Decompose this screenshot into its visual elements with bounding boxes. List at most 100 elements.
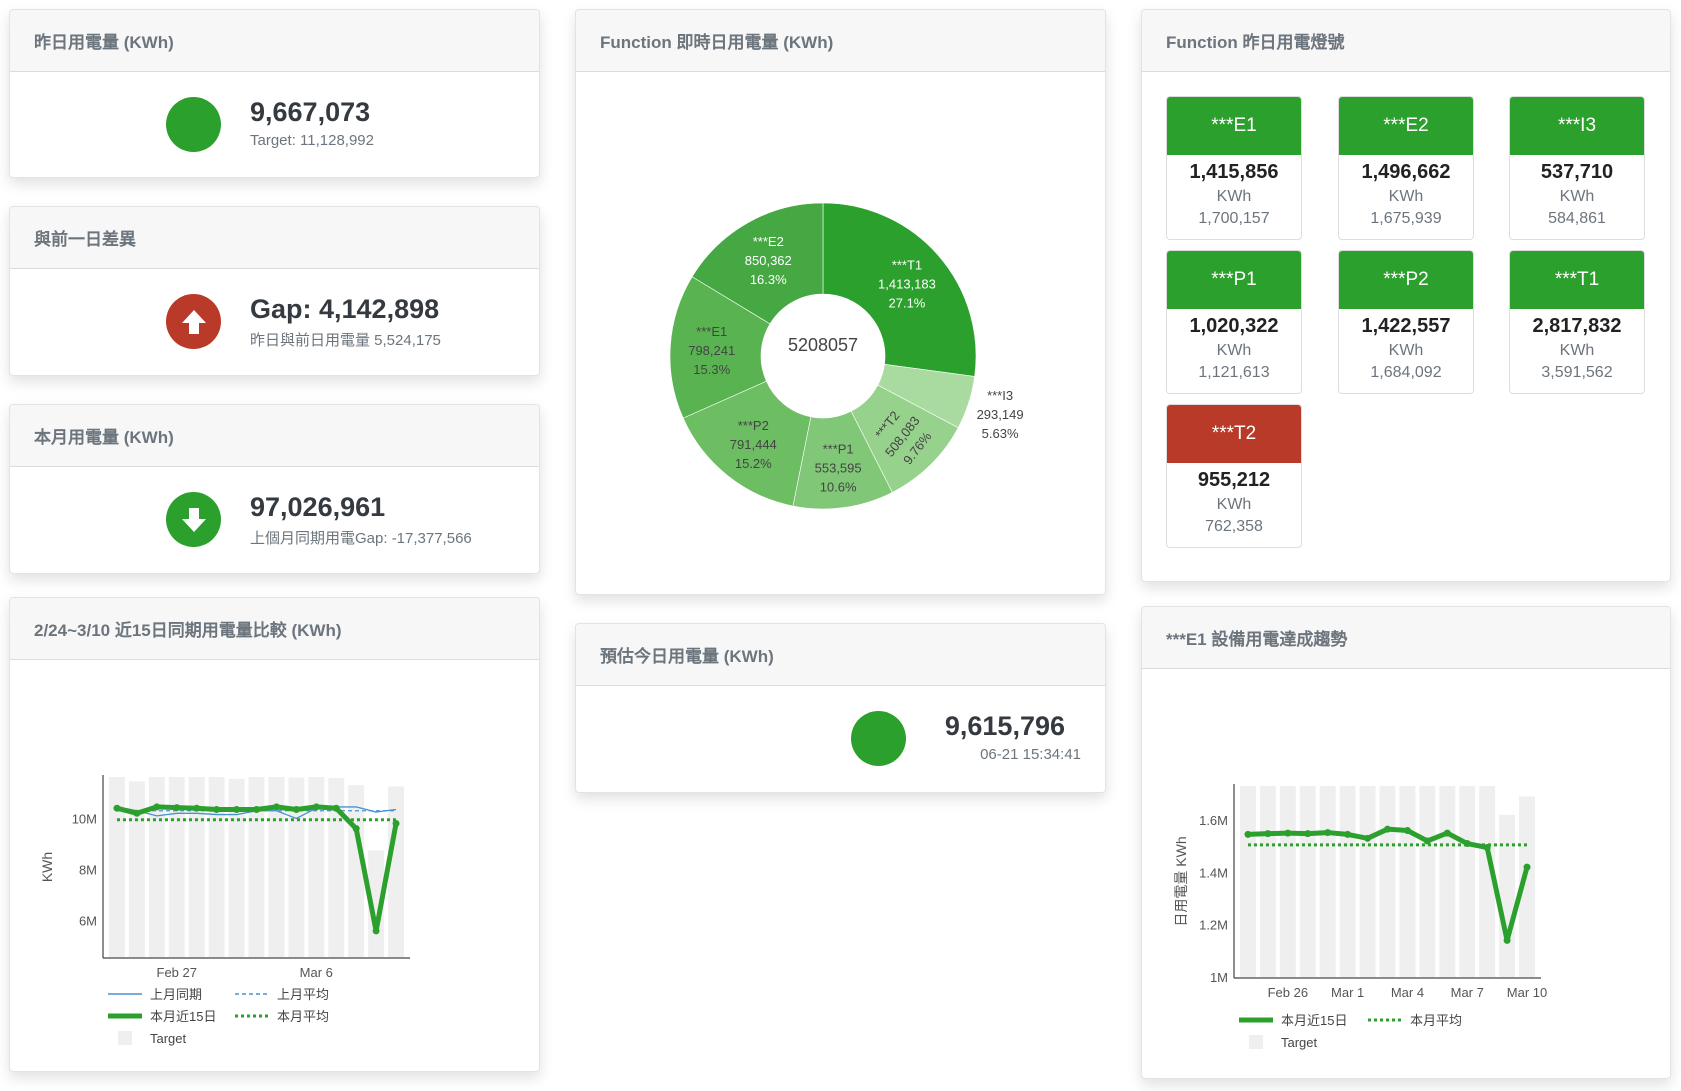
data-point[interactable] xyxy=(1244,830,1252,838)
tile-value: 1,020,322 xyxy=(1189,315,1279,337)
target-bar xyxy=(1339,786,1356,977)
data-point[interactable] xyxy=(1443,829,1451,837)
arrow-up-icon xyxy=(166,294,221,349)
donut-chart: ***T1 1,413,183 27.1% ***I3 293,149 5.63% ***T… xyxy=(669,202,1024,510)
target-bar xyxy=(1240,786,1256,977)
arrow-down-icon xyxy=(166,492,221,547)
data-point[interactable] xyxy=(1423,837,1431,845)
target-bar xyxy=(1459,786,1476,977)
data-point[interactable] xyxy=(1284,829,1292,837)
data-point[interactable] xyxy=(1523,863,1531,871)
x-tick-label: Mar 1 xyxy=(1331,985,1364,1000)
tile-target: 1,675,939 xyxy=(1370,210,1442,227)
data-point[interactable] xyxy=(1324,829,1332,837)
tile-name: ***T1 xyxy=(1510,251,1644,309)
data-point[interactable] xyxy=(173,804,181,812)
tile-value: 1,422,557 xyxy=(1361,315,1451,337)
target-bar xyxy=(1519,796,1535,977)
tile-name: ***T2 xyxy=(1167,405,1301,463)
legend-item[interactable]: 本月近15日 xyxy=(1239,1013,1347,1028)
data-point[interactable] xyxy=(153,803,161,811)
donut-slice-label: ***I3 293,149 5.63% xyxy=(977,388,1024,441)
target-bar xyxy=(1299,786,1316,977)
target-bar xyxy=(1439,786,1456,977)
y-tick-label: 1.6M xyxy=(1199,813,1228,828)
target-bar xyxy=(268,777,285,957)
tile-value: 537,710 xyxy=(1540,161,1614,183)
card-title: 昨日用電量 (KWh) xyxy=(10,10,539,72)
donut-label-text: 850,362 xyxy=(745,253,792,268)
data-point[interactable] xyxy=(213,805,221,813)
tile-target: 762,358 xyxy=(1205,518,1263,535)
tile-target: 584,861 xyxy=(1548,210,1606,227)
legend-item[interactable]: 本月平均 xyxy=(1368,1013,1462,1028)
legend-item[interactable]: 本月平均 xyxy=(235,1009,329,1024)
donut-label-text: ***P1 xyxy=(823,441,854,456)
card-title: Function 昨日用電燈號 xyxy=(1142,10,1670,72)
donut-label-text: 27.1% xyxy=(889,296,926,311)
x-tick-label: Feb 27 xyxy=(157,965,197,980)
data-point[interactable] xyxy=(133,809,141,817)
donut-label-text: ***I3 xyxy=(987,388,1013,403)
comparison-chart-card: 2/24~3/10 近15日同期用電量比較 (KWh) 6M 8M 10M Feb 2… xyxy=(9,597,540,1072)
data-point[interactable] xyxy=(1403,826,1411,834)
data-point[interactable] xyxy=(1304,830,1312,838)
estimate-value: 9,615,796 xyxy=(944,711,1065,741)
data-point[interactable] xyxy=(332,804,340,812)
data-point[interactable] xyxy=(1344,830,1352,838)
y-axis-title: 日用電量 KWh xyxy=(1173,836,1189,926)
donut-label-text: ***T1 xyxy=(892,258,922,273)
light-tile: ***T1 2,817,832 KWh 3,591,562 xyxy=(1509,250,1645,394)
legend-item[interactable]: 上月平均 xyxy=(235,987,329,1002)
tile-unit: KWh xyxy=(1559,342,1595,359)
data-point[interactable] xyxy=(392,820,400,828)
donut-hole xyxy=(761,294,885,418)
donut-label-text: 791,444 xyxy=(730,437,777,452)
legend-label: Target xyxy=(1281,1035,1318,1050)
x-tick-label: Feb 26 xyxy=(1268,985,1308,1000)
data-point[interactable] xyxy=(253,805,260,813)
legend-item[interactable]: Target xyxy=(118,1031,187,1046)
day-gap-card: 與前一日差異 Gap: 4,142,898 昨日與前日用電量 5,524,175 xyxy=(9,206,540,376)
data-point[interactable] xyxy=(193,804,201,812)
card-title: 與前一日差異 xyxy=(10,207,539,269)
tile-unit: KWh xyxy=(1388,188,1424,205)
data-point[interactable] xyxy=(1364,834,1372,842)
data-point[interactable] xyxy=(272,803,280,811)
data-point[interactable] xyxy=(312,803,320,811)
card-title: 本月用電量 (KWh) xyxy=(10,405,539,467)
tile-value: 1,415,856 xyxy=(1189,161,1279,183)
data-point[interactable] xyxy=(372,927,380,935)
legend-item[interactable]: Target xyxy=(1249,1035,1318,1050)
target-bar xyxy=(328,778,345,957)
donut-center-total: 5208057 xyxy=(787,335,859,355)
y-tick-label: 1.2M xyxy=(1199,918,1228,933)
x-tick-label: Mar 7 xyxy=(1451,985,1484,1000)
y-tick-label: 8M xyxy=(79,863,97,878)
data-point[interactable] xyxy=(1264,830,1272,838)
tile-value: 2,817,832 xyxy=(1532,315,1622,337)
data-point[interactable] xyxy=(352,825,360,833)
legend-label: 本月平均 xyxy=(1410,1013,1462,1028)
data-point[interactable] xyxy=(292,805,300,813)
donut-label-text: 15.3% xyxy=(693,362,730,377)
month-detail: 上個月同期用電Gap: -17,377,566 xyxy=(250,530,472,547)
y-axis-title: KWh xyxy=(39,852,55,882)
light-tile: ***E1 1,415,856 KWh 1,700,157 xyxy=(1166,96,1302,240)
yesterday-usage-card: 昨日用電量 (KWh) 9,667,073 Target: 11,128,992 xyxy=(9,9,540,178)
target-bar xyxy=(388,786,404,957)
legend-item[interactable]: 上月同期 xyxy=(108,987,202,1002)
data-point[interactable] xyxy=(1384,825,1391,833)
donut-label-text: 1,413,183 xyxy=(878,277,936,292)
data-point[interactable] xyxy=(113,804,121,812)
legend-item[interactable]: 本月近15日 xyxy=(108,1009,216,1024)
legend-label: 上月平均 xyxy=(277,987,329,1002)
data-point[interactable] xyxy=(233,805,241,813)
data-point[interactable] xyxy=(1503,936,1511,944)
tile-name: ***E1 xyxy=(1167,97,1301,155)
donut-slice-label: ***P1 553,595 10.6% xyxy=(815,441,862,494)
y-tick-label: 1M xyxy=(1210,970,1228,985)
tile-name: ***P2 xyxy=(1339,251,1473,309)
donut-label-text: 798,241 xyxy=(688,343,735,358)
estimate-card: 預估今日用電量 (KWh) 9,615,796 06-21 15:34:41 xyxy=(575,623,1106,793)
